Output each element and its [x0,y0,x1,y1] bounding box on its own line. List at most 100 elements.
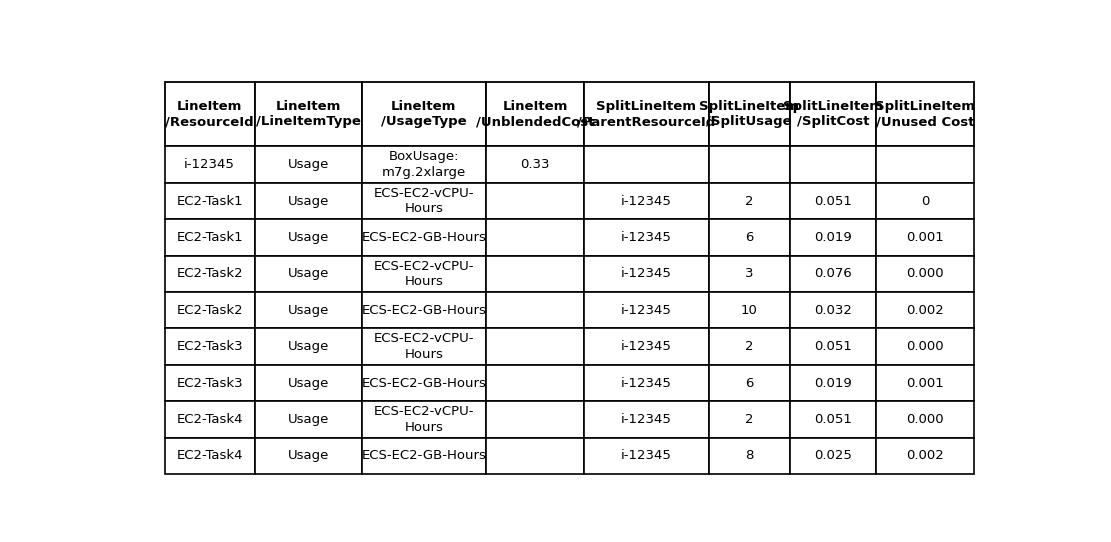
Bar [486,256,584,292]
Bar [709,220,790,256]
Text: i-12345: i-12345 [184,158,236,171]
Bar [790,183,875,220]
Bar [584,292,709,328]
Text: EC2-Task3: EC2-Task3 [177,377,243,390]
Bar [254,183,362,220]
Text: EC2-Task1: EC2-Task1 [177,231,243,244]
Bar [584,437,709,474]
Text: 0.025: 0.025 [814,449,852,462]
Bar [790,401,875,437]
Bar [875,146,974,183]
Bar [875,292,974,328]
Text: Usage: Usage [288,231,329,244]
Bar [584,82,709,146]
Text: EC2-Task3: EC2-Task3 [177,340,243,353]
Bar [584,256,709,292]
Bar [486,401,584,437]
Bar [164,401,254,437]
Bar [164,365,254,401]
Bar [486,82,584,146]
Bar [584,328,709,365]
Text: ECS-EC2-GB-Hours: ECS-EC2-GB-Hours [361,377,487,390]
Text: 2: 2 [745,195,753,208]
Text: 6: 6 [745,231,753,244]
Text: ECS-EC2-vCPU-
Hours: ECS-EC2-vCPU- Hours [373,260,474,288]
Text: Usage: Usage [288,340,329,353]
Text: EC2-Task4: EC2-Task4 [177,413,243,426]
Text: 0.002: 0.002 [905,304,943,317]
Text: 10: 10 [741,304,758,317]
Bar [362,183,486,220]
Bar [164,328,254,365]
Bar [254,365,362,401]
Bar [875,328,974,365]
Bar [164,292,254,328]
Text: SplitLineItem
/SplitCost: SplitLineItem /SplitCost [783,100,883,128]
Bar [709,82,790,146]
Bar [709,183,790,220]
Text: 0.051: 0.051 [814,195,852,208]
Bar [709,437,790,474]
Bar [790,328,875,365]
Text: Usage: Usage [288,267,329,280]
Text: EC2-Task2: EC2-Task2 [177,304,243,317]
Bar [362,328,486,365]
Text: EC2-Task1: EC2-Task1 [177,195,243,208]
Text: ECS-EC2-GB-Hours: ECS-EC2-GB-Hours [361,231,487,244]
Text: i-12345: i-12345 [621,413,672,426]
Text: LineItem
/ResourceId: LineItem /ResourceId [166,100,254,128]
Bar [164,146,254,183]
Bar [584,220,709,256]
Text: 0.002: 0.002 [905,449,943,462]
Text: 0.001: 0.001 [905,377,943,390]
Bar [709,146,790,183]
Bar [790,365,875,401]
Text: 0.032: 0.032 [814,304,852,317]
Text: LineItem
/UsageType: LineItem /UsageType [381,100,467,128]
Bar [875,401,974,437]
Bar [709,401,790,437]
Text: 0.001: 0.001 [905,231,943,244]
Text: BoxUsage:
m7g.2xlarge: BoxUsage: m7g.2xlarge [382,151,466,179]
Text: 2: 2 [745,413,753,426]
Text: 0.019: 0.019 [814,231,852,244]
Text: 3: 3 [745,267,753,280]
Bar [584,401,709,437]
Text: 0: 0 [921,195,929,208]
Text: Usage: Usage [288,158,329,171]
Bar [362,146,486,183]
Text: 0.019: 0.019 [814,377,852,390]
Bar [254,256,362,292]
Text: ECS-EC2-GB-Hours: ECS-EC2-GB-Hours [361,449,487,462]
Bar [584,146,709,183]
Text: 0.051: 0.051 [814,340,852,353]
Text: ECS-EC2-vCPU-
Hours: ECS-EC2-vCPU- Hours [373,405,474,434]
Bar [790,220,875,256]
Bar [254,220,362,256]
Text: SplitLineItem
/ParentResourceId: SplitLineItem /ParentResourceId [578,100,715,128]
Text: Usage: Usage [288,195,329,208]
Bar [709,256,790,292]
Text: 0.000: 0.000 [905,413,943,426]
Bar [875,82,974,146]
Bar [254,82,362,146]
Text: EC2-Task4: EC2-Task4 [177,449,243,462]
Text: Usage: Usage [288,413,329,426]
Bar [164,183,254,220]
Bar [584,183,709,220]
Text: ECS-EC2-vCPU-
Hours: ECS-EC2-vCPU- Hours [373,187,474,215]
Text: i-12345: i-12345 [621,377,672,390]
Bar [164,437,254,474]
Text: i-12345: i-12345 [621,267,672,280]
Bar [362,401,486,437]
Text: i-12345: i-12345 [621,304,672,317]
Text: 0.000: 0.000 [905,267,943,280]
Bar [164,220,254,256]
Bar [486,365,584,401]
Bar [486,328,584,365]
Bar [709,365,790,401]
Bar [362,437,486,474]
Text: i-12345: i-12345 [621,231,672,244]
Bar [790,256,875,292]
Bar [254,146,362,183]
